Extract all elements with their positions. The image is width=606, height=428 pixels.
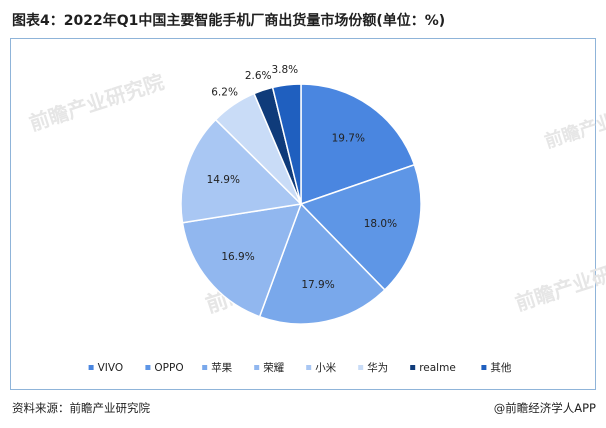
legend-label: 小米 bbox=[315, 361, 336, 374]
slice-label: 3.8% bbox=[271, 64, 298, 76]
pie-slice-苹果 bbox=[258, 202, 386, 325]
chart-frame: 前瞻产业研究院 前瞻产业研究院 前瞻产业研究院 前瞻产业研究院 19.7%18.… bbox=[10, 38, 606, 390]
pie-slice-荣耀 bbox=[181, 203, 303, 318]
legend-label: 苹果 bbox=[211, 361, 232, 374]
legend-swatch bbox=[88, 365, 94, 370]
pie-chart: 19.7% 18.0% 17.9% 16.9% 14.9% 6.2% 2.6% 3.8% VIV… bbox=[88, 64, 512, 374]
legend-item-华为: 华为 bbox=[358, 361, 388, 374]
legend-item-VIVO: VIVO bbox=[88, 362, 124, 374]
legend-label: 荣耀 bbox=[263, 362, 284, 374]
legend-swatch bbox=[306, 365, 312, 370]
slice-label: 6.2% bbox=[211, 87, 238, 99]
legend-item-realme: realme bbox=[410, 362, 456, 374]
legend-item-小米: 小米 bbox=[306, 361, 337, 374]
legend-item-苹果: 苹果 bbox=[202, 361, 233, 374]
legend-item-OPPO: OPPO bbox=[145, 362, 184, 374]
brand-note: @前瞻经济学人APP bbox=[493, 401, 596, 415]
legend-item-其他: 其他 bbox=[481, 361, 512, 374]
legend-label: OPPO bbox=[154, 362, 183, 374]
chart-title: 图表4：2022年Q1中国主要智能手机厂商出货量市场份额(单位：%) bbox=[12, 13, 446, 29]
pie-slice-其他 bbox=[271, 83, 302, 205]
slice-label: 19.7% bbox=[332, 133, 365, 145]
source-note: 资料来源：前瞻产业研究院 bbox=[12, 401, 150, 415]
legend-swatch bbox=[254, 365, 260, 370]
legend-label: 华为 bbox=[367, 361, 388, 374]
legend-swatch bbox=[358, 365, 364, 370]
legend-label: 其他 bbox=[490, 361, 511, 374]
slice-label: 18.0% bbox=[364, 218, 397, 230]
slice-label: 2.6% bbox=[245, 70, 272, 82]
legend-swatch bbox=[481, 365, 487, 370]
pie-slice-小米 bbox=[180, 118, 303, 224]
slice-label: 16.9% bbox=[221, 251, 254, 263]
legend-swatch bbox=[145, 365, 151, 370]
legend-item-荣耀: 荣耀 bbox=[254, 362, 285, 374]
pie-slice-OPPO bbox=[299, 163, 422, 291]
legend-label: VIVO bbox=[98, 362, 124, 374]
slice-label: 17.9% bbox=[301, 279, 334, 291]
slice-label: 14.9% bbox=[207, 174, 240, 186]
legend-label: realme bbox=[419, 362, 456, 374]
legend-swatch bbox=[202, 365, 208, 370]
legend-swatch bbox=[410, 365, 416, 370]
